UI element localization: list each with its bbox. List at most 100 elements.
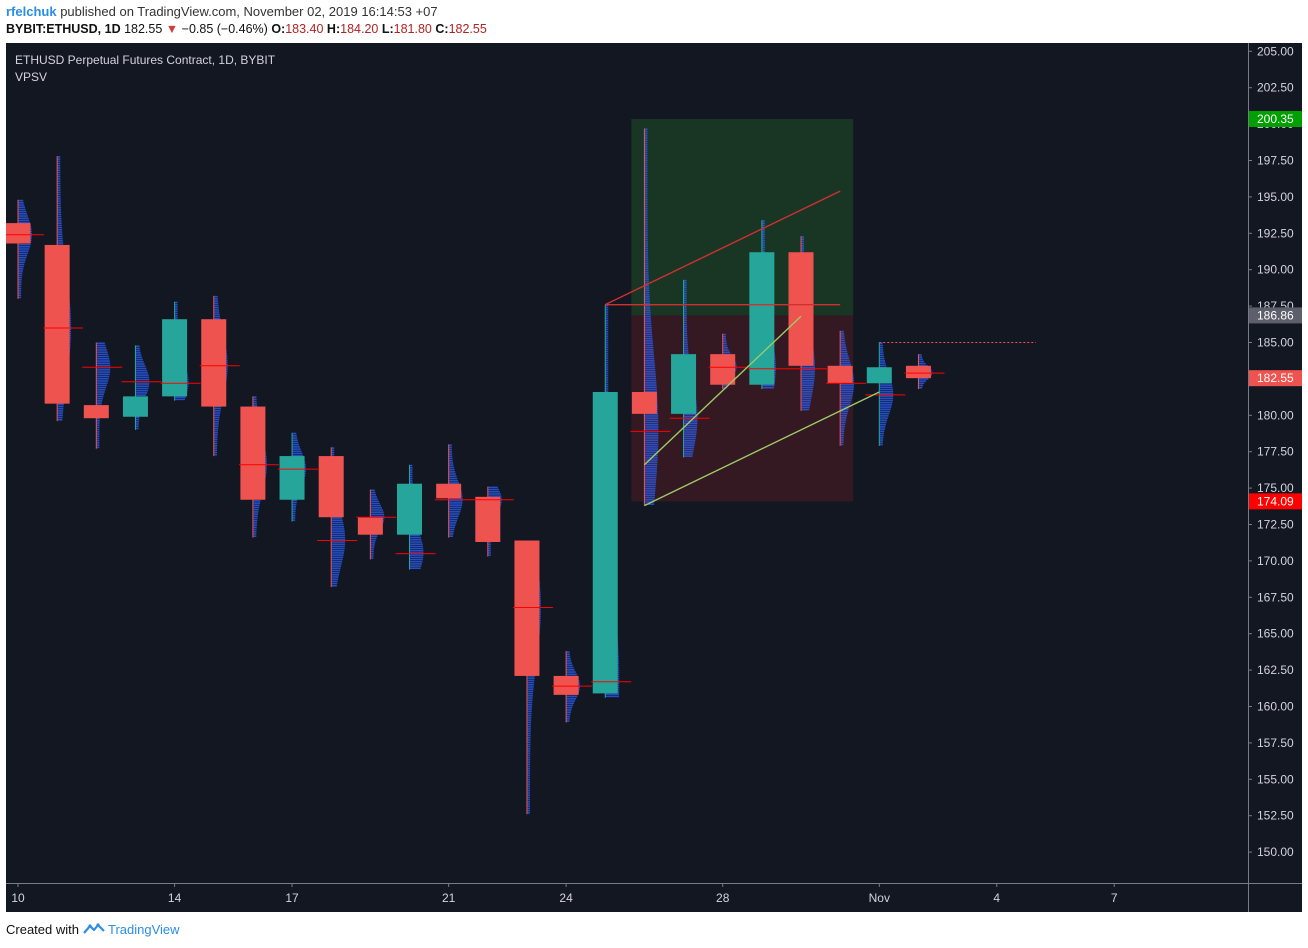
volume-profile-bar [644, 311, 651, 314]
author-name[interactable]: rfelchuk [6, 4, 57, 19]
volume-profile-bar [213, 442, 218, 445]
volume-profile-bar [526, 800, 530, 803]
volume-profile-bar [801, 397, 812, 400]
volume-profile-bar [213, 409, 221, 412]
volume-profile-bar [331, 517, 343, 519]
price-chart[interactable]: 150.00 152.50 155.00 157.50 160.00 162.50 165.… [6, 43, 1302, 912]
y-tick-label: 155.00 [1257, 772, 1294, 786]
volume-profile-bar [801, 386, 814, 389]
volume-profile-bar [879, 395, 894, 397]
volume-profile-bar [252, 528, 257, 531]
volume-profile-bar [487, 541, 491, 543]
volume-profile-bar [526, 712, 532, 715]
chart-title: ETHUSD Perpetual Futures Contract, 1D, B… [15, 53, 276, 67]
volume-profile-bar [18, 272, 23, 275]
volume-profile-bar [292, 519, 296, 521]
volume-profile-bar [292, 432, 297, 435]
volume-profile-bar [644, 346, 654, 349]
chart-frame[interactable]: 150.00 152.50 155.00 157.50 160.00 162.50 165.… [6, 43, 1302, 912]
volume-profile-bar [448, 517, 458, 520]
volume-profile-bar [18, 270, 23, 272]
volume-profile-bar [135, 354, 142, 356]
volume-profile-bar [722, 384, 728, 387]
volume-profile-bar [370, 502, 380, 505]
volume-profile-bar [135, 349, 141, 352]
volume-profile-bar [96, 395, 104, 398]
indicator-label[interactable]: VPSV [15, 70, 48, 84]
volume-profile-bar [448, 535, 453, 538]
volume-profile-bar [644, 470, 657, 472]
volume-profile-bar [644, 148, 648, 150]
volume-profile-bar [135, 374, 149, 376]
volume-profile-bar [801, 245, 805, 247]
volume-profile-bar [252, 500, 261, 502]
volume-profile-bar [644, 207, 648, 210]
volume-profile-bar [448, 464, 454, 467]
volume-profile-bar [683, 312, 687, 315]
volume-profile-bar [644, 443, 659, 446]
volume-profile-bar [840, 348, 847, 351]
volume-profile-bar [644, 188, 648, 190]
volume-profile-bar [644, 366, 656, 369]
volume-profile-bar [644, 245, 648, 247]
volume-profile-bar [761, 244, 765, 246]
volume-profile-bar [644, 439, 659, 442]
volume-profile-bar [605, 695, 620, 698]
volume-profile-bar [331, 519, 343, 521]
volume-profile-bar [566, 660, 572, 662]
volume-profile-bar [96, 428, 100, 431]
volume-profile-bar [292, 499, 298, 502]
volume-profile-bar [526, 701, 533, 704]
volume-profile-bar [409, 552, 424, 554]
trend-line-green [644, 391, 880, 507]
volume-profile-bar [644, 238, 648, 241]
volume-profile-bar [644, 344, 654, 347]
volume-profile-bar [57, 222, 62, 224]
volume-profile-bar [96, 380, 109, 382]
volume-profile-bar [644, 384, 657, 386]
volume-profile-bar [448, 466, 454, 469]
volume-profile-bar [448, 504, 463, 506]
tradingview-brand[interactable]: TradingView [108, 922, 180, 937]
volume-profile-bar [761, 237, 765, 240]
volume-profile-bar [409, 547, 424, 550]
volume-profile-bar [370, 493, 377, 496]
volume-profile-bar [605, 344, 609, 346]
volume-profile-bar [801, 393, 813, 395]
volume-profile-bar [409, 567, 421, 570]
volume-profile-bar [96, 426, 100, 429]
volume-profile-bar [448, 444, 452, 447]
volume-profile-bar [605, 357, 609, 359]
volume-profile-bar [644, 201, 648, 203]
volume-profile-bar [722, 338, 727, 340]
volume-profile-bar [18, 252, 28, 255]
volume-profile-bar [761, 228, 765, 231]
volume-profile-bar [135, 423, 139, 425]
volume-profile-bar [879, 384, 893, 386]
volume-profile-bar [409, 536, 421, 539]
volume-profile-bar [644, 463, 658, 466]
volume-profile-bar [409, 554, 424, 556]
volume-profile-bar [135, 387, 149, 390]
volume-profile-bar [57, 195, 61, 198]
volume-profile-bar [644, 265, 649, 267]
volume-profile-bar [135, 378, 150, 381]
volume-profile-bar [644, 307, 651, 309]
volume-profile-bar [487, 493, 501, 495]
volume-profile-bar [487, 552, 491, 554]
volume-profile-bar [683, 424, 698, 427]
volume-profile-bar [644, 214, 648, 217]
candle [473, 486, 514, 557]
volume-profile-bar [644, 274, 649, 276]
volume-profile-bar [644, 243, 648, 245]
volume-profile-bar [526, 778, 531, 781]
volume-profile-bar [331, 584, 337, 587]
volume-profile-bar [18, 294, 22, 297]
volume-profile-bar [644, 141, 648, 144]
volume-profile-bar [566, 720, 570, 722]
volume-profile-bar [96, 444, 100, 446]
volume-profile-bar [644, 364, 655, 367]
volume-profile-bar [566, 662, 572, 664]
volume-profile-bar [840, 414, 847, 417]
volume-profile-bar [683, 455, 693, 457]
